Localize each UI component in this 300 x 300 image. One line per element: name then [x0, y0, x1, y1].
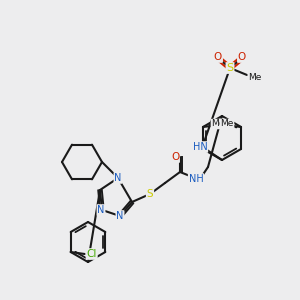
- Text: S: S: [147, 189, 153, 199]
- Text: HN: HN: [193, 142, 207, 152]
- Text: O: O: [171, 152, 179, 162]
- Text: N: N: [114, 173, 122, 183]
- Text: S: S: [226, 63, 234, 73]
- Text: Me: Me: [248, 73, 262, 82]
- Text: N: N: [97, 205, 105, 215]
- Text: Me: Me: [212, 119, 225, 128]
- Text: Me: Me: [220, 119, 234, 128]
- Text: O: O: [238, 52, 246, 62]
- Text: O: O: [214, 52, 222, 62]
- Text: Cl: Cl: [86, 249, 97, 259]
- Text: N: N: [116, 211, 124, 221]
- Text: NH: NH: [189, 174, 203, 184]
